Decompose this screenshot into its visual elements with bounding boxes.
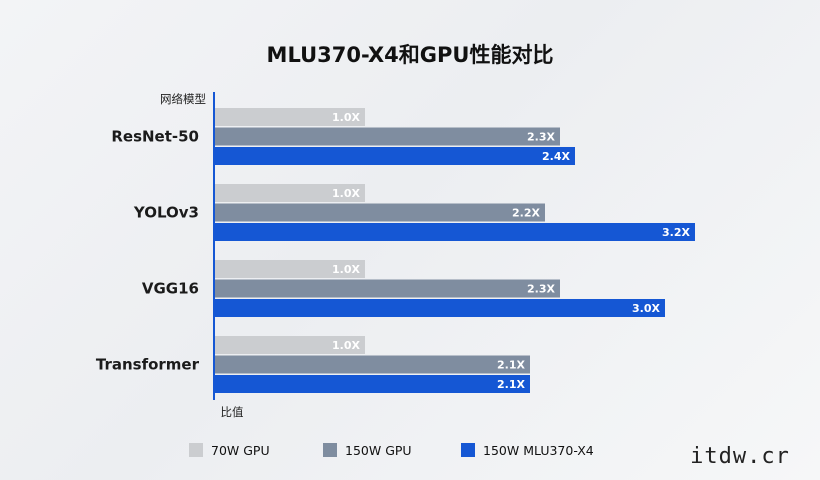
- bar: [215, 184, 365, 202]
- bar: [215, 279, 560, 298]
- data-label: 2.3X: [527, 131, 555, 144]
- legend-swatch: [461, 443, 475, 457]
- watermark-text: itdw.cr: [690, 444, 790, 469]
- legend-label: 150W GPU: [345, 443, 412, 458]
- data-label: 1.0X: [332, 111, 360, 124]
- legend-label: 150W MLU370-X4: [483, 443, 594, 458]
- bar: [215, 108, 365, 126]
- category-label: ResNet-50: [111, 128, 199, 146]
- bar: [215, 147, 575, 165]
- data-label: 2.4X: [542, 150, 570, 163]
- chart-title: MLU370-X4和GPU性能对比: [267, 43, 554, 67]
- data-label: 2.2X: [512, 207, 540, 220]
- data-label: 1.0X: [332, 187, 360, 200]
- data-label: 1.0X: [332, 339, 360, 352]
- bar: [215, 203, 545, 222]
- category-label: Transformer: [96, 356, 200, 374]
- data-label: 1.0X: [332, 263, 360, 276]
- bar: [215, 127, 560, 146]
- data-label: 3.2X: [662, 226, 690, 239]
- bar: [215, 336, 365, 354]
- bars-group: ResNet-50 1.0X 2.3X 2.4X YOLOv3 1.0X 2.2X 3.2X V…: [96, 108, 695, 393]
- legend: 70W GPU 150W GPU 150W MLU370-X4: [189, 443, 594, 458]
- bar: [215, 355, 530, 374]
- legend-swatch: [323, 443, 337, 457]
- data-label: 2.3X: [527, 283, 555, 296]
- category-label: VGG16: [142, 280, 199, 298]
- data-label: 2.1X: [497, 378, 525, 391]
- legend-swatch: [189, 443, 203, 457]
- bar: [215, 299, 665, 317]
- y-axis-label: 网络模型: [160, 92, 206, 106]
- bar: [215, 260, 365, 278]
- category-label: YOLOv3: [133, 204, 199, 222]
- data-label: 3.0X: [632, 302, 660, 315]
- x-axis-label: 比值: [221, 405, 244, 419]
- legend-label: 70W GPU: [211, 443, 270, 458]
- bar: [215, 375, 530, 393]
- data-label: 2.1X: [497, 359, 525, 372]
- bar: [215, 223, 695, 241]
